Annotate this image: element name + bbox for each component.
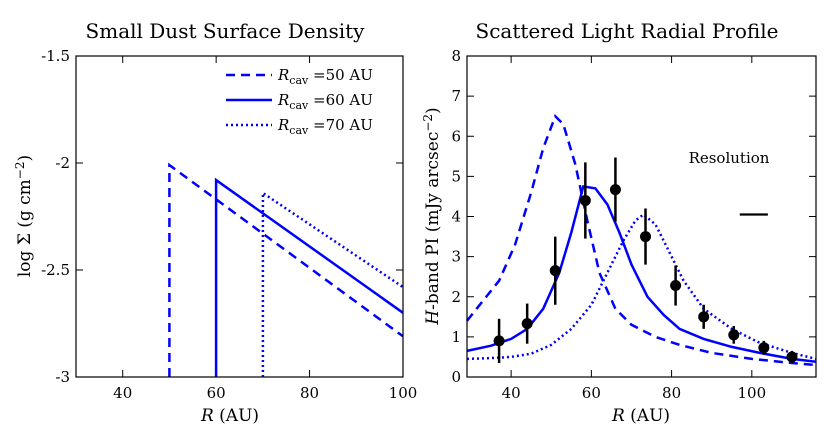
data-point bbox=[640, 231, 652, 243]
x-tick-label: 80 bbox=[662, 384, 681, 402]
data-point bbox=[698, 311, 710, 323]
right-ylabel: H-band PI (mJy arcsec−2) bbox=[421, 107, 443, 325]
x-tick-label: 100 bbox=[389, 384, 418, 402]
series-line-solid bbox=[214, 177, 404, 377]
legend-label: Rcav =60 AU bbox=[277, 91, 373, 112]
x-tick-label: 100 bbox=[737, 384, 766, 402]
right-panel: Scattered Light Radial Profile 0 1 2 3 4 5 6 7 8… bbox=[421, 19, 817, 426]
right-axes-frame bbox=[466, 55, 817, 378]
series-line-dashed bbox=[466, 113, 817, 367]
y-tick-label: 4 bbox=[451, 208, 461, 226]
left-axes-frame bbox=[75, 55, 404, 378]
y-tick-label: 6 bbox=[451, 127, 461, 145]
series-line-dotted bbox=[261, 190, 404, 377]
y-tick-label: 0 bbox=[451, 368, 461, 386]
x-tick-label: 40 bbox=[113, 384, 132, 402]
x-tick-label: 80 bbox=[300, 384, 319, 402]
y-tick-label: -2.5 bbox=[41, 261, 70, 279]
data-point bbox=[758, 342, 770, 354]
y-tick-label: 8 bbox=[451, 47, 461, 65]
data-point bbox=[579, 194, 591, 206]
x-tick-label: 40 bbox=[502, 384, 521, 402]
y-tick-label: -3 bbox=[55, 368, 70, 386]
right-xlabel: R (AU) bbox=[611, 406, 670, 426]
y-tick-label: 2 bbox=[451, 288, 461, 306]
data-point bbox=[609, 184, 621, 196]
left-ylabel: log Σ (g cm−2) bbox=[13, 155, 35, 277]
data-point bbox=[786, 351, 798, 363]
right-observations bbox=[493, 157, 798, 363]
y-tick-label: -1.5 bbox=[41, 47, 70, 65]
legend-label: Rcav =50 AU bbox=[277, 66, 373, 87]
x-tick-label: 60 bbox=[582, 384, 601, 402]
series-line-solid bbox=[466, 184, 817, 364]
data-point bbox=[549, 265, 561, 277]
y-tick-label: 1 bbox=[451, 328, 461, 346]
right-ticks: 0 1 2 3 4 5 6 7 8 40 60 80 100 bbox=[451, 47, 816, 402]
x-tick-label: 60 bbox=[207, 384, 226, 402]
y-tick-label: 7 bbox=[451, 87, 461, 105]
left-title: Small Dust Surface Density bbox=[86, 19, 366, 43]
y-tick-label: 3 bbox=[451, 248, 461, 266]
legend-label: Rcav =70 AU bbox=[277, 116, 373, 137]
left-lines bbox=[168, 162, 404, 377]
series-line-dotted bbox=[466, 212, 817, 361]
data-point bbox=[670, 280, 682, 292]
data-point bbox=[728, 329, 740, 341]
y-tick-label: -2 bbox=[55, 154, 70, 172]
resolution-label: Resolution bbox=[689, 149, 770, 167]
left-panel: Small Dust Surface Density -3 -2.5 -2 -1.5 4… bbox=[13, 19, 417, 426]
data-point bbox=[493, 335, 505, 347]
left-xlabel: R (AU) bbox=[200, 406, 259, 426]
y-tick-label: 5 bbox=[451, 167, 461, 185]
data-point bbox=[521, 318, 533, 330]
right-title: Scattered Light Radial Profile bbox=[476, 19, 779, 43]
left-legend: Rcav =50 AU Rcav =60 AU Rcav =70 AU bbox=[226, 66, 373, 137]
series-line-dashed bbox=[168, 162, 404, 377]
